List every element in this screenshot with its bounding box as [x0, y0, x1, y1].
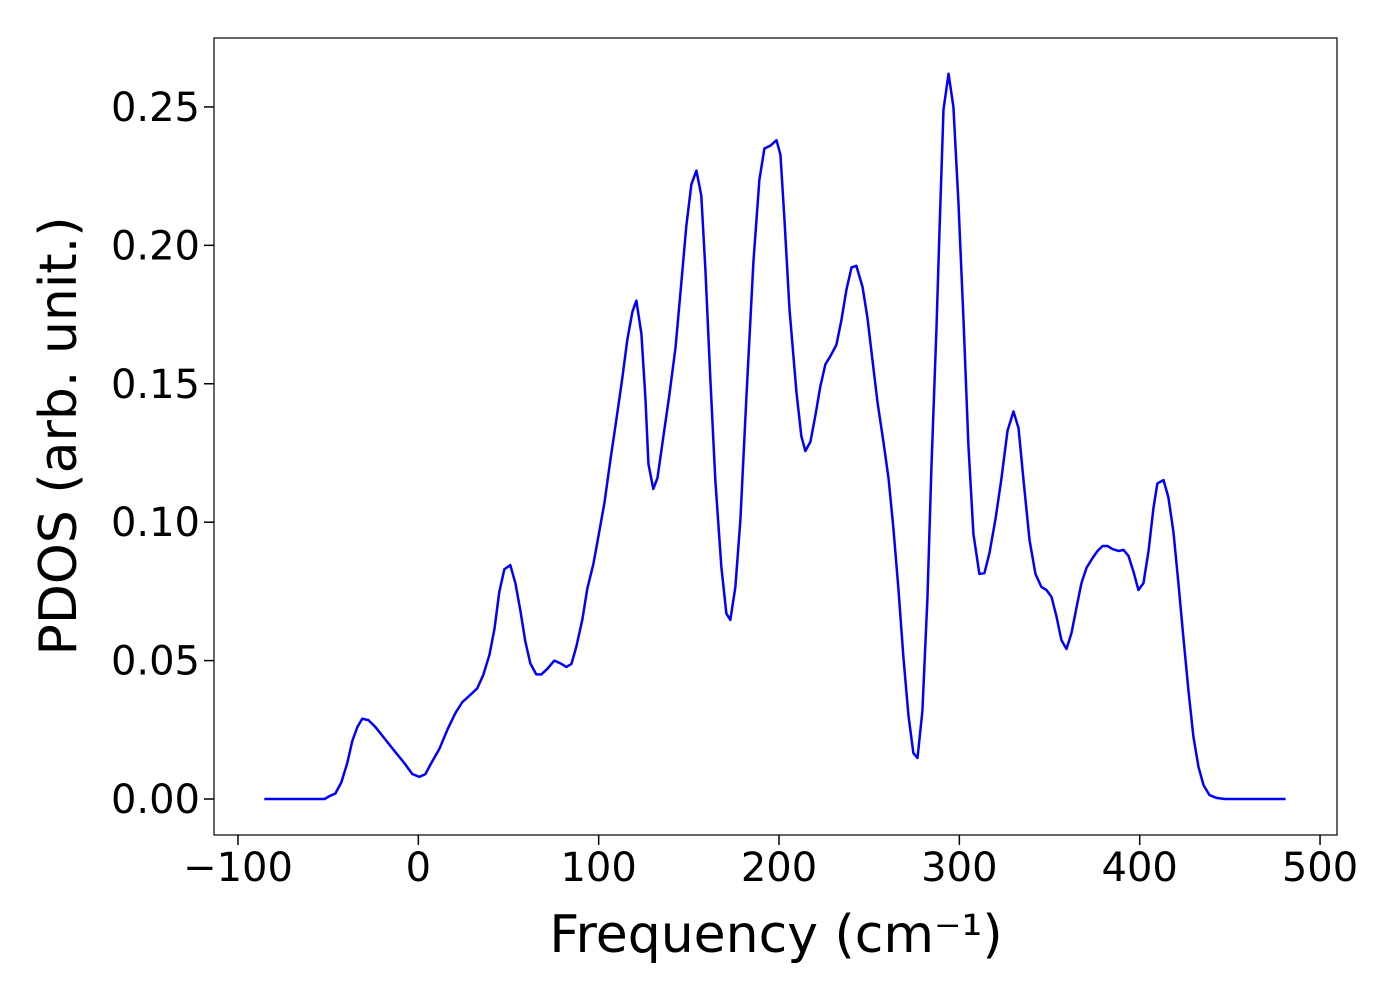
x-tick-label: 200: [741, 845, 817, 891]
y-tick-label: 0.05: [111, 639, 200, 685]
x-tick-label: 300: [921, 845, 997, 891]
x-tick-label: 0: [406, 845, 431, 891]
x-tick-label: −100: [183, 845, 293, 891]
y-tick-label: 0.25: [111, 85, 200, 131]
x-tick-label: 100: [560, 845, 636, 891]
x-tick-label: 500: [1282, 845, 1358, 891]
y-axis-label: PDOS (arb. unit.): [29, 216, 89, 655]
y-tick-label: 0.15: [111, 362, 200, 408]
plot-frame: [213, 37, 1338, 836]
y-tick-label: 0.00: [111, 777, 200, 823]
y-tick-label: 0.20: [111, 223, 200, 269]
data-line: [264, 72, 1286, 801]
x-tick-label: 400: [1102, 845, 1178, 891]
x-axis-label: Frequency (cm⁻¹): [549, 905, 1002, 965]
y-tick-label: 0.10: [111, 500, 200, 546]
